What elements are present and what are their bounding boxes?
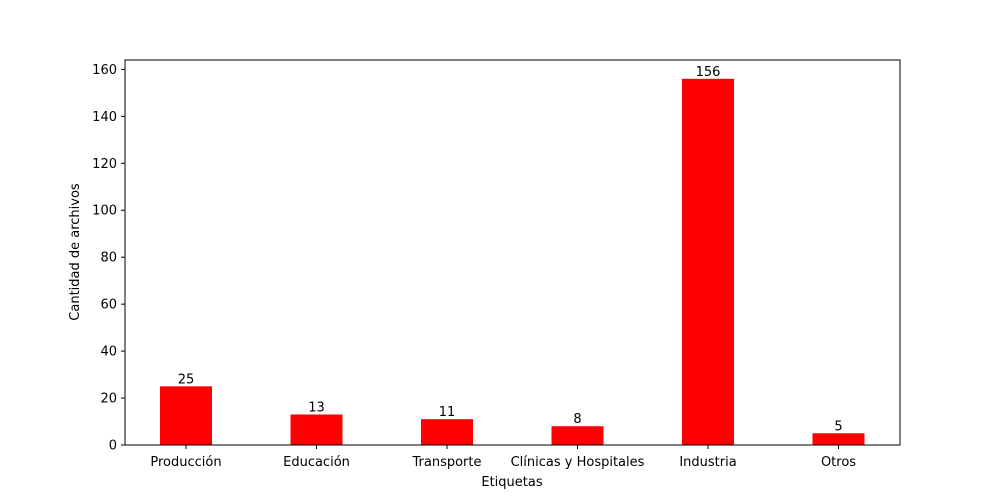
y-tick-label-2: 40 bbox=[100, 345, 117, 360]
y-tick-label-6: 120 bbox=[92, 157, 117, 172]
bar-value-label-2: 11 bbox=[439, 405, 456, 420]
x-tick-label-1: Educación bbox=[283, 455, 350, 470]
x-tick-label-0: Producción bbox=[150, 455, 221, 470]
bars-group bbox=[160, 78, 865, 445]
y-tick-label-0: 0 bbox=[109, 439, 117, 454]
bar-value-label-4: 156 bbox=[696, 65, 721, 80]
x-tick-label-5: Otros bbox=[821, 455, 856, 470]
y-tick-label-5: 100 bbox=[92, 204, 117, 219]
plot-frame bbox=[124, 59, 901, 446]
x-tick-label-2: Transporte bbox=[412, 455, 482, 470]
y-axis-label: Cantidad de archivos bbox=[68, 183, 83, 321]
bar-1 bbox=[290, 414, 343, 445]
y-axis: 0 20 40 60 80 100 120 140 160 bbox=[92, 63, 125, 454]
x-tick-label-3: Clínicas y Hospitales bbox=[511, 455, 645, 470]
x-axis: Producción Educación Transporte Clínicas y … bbox=[150, 445, 856, 470]
y-tick-label-4: 80 bbox=[100, 251, 117, 266]
bar-value-label-1: 13 bbox=[308, 400, 325, 415]
bar-0 bbox=[160, 386, 212, 445]
y-tick-label-3: 60 bbox=[100, 298, 117, 313]
x-tick-label-4: Industria bbox=[679, 455, 736, 470]
x-axis-label: Etiquetas bbox=[481, 475, 542, 490]
bar-value-label-5: 5 bbox=[834, 419, 842, 434]
y-tick-label-7: 140 bbox=[92, 110, 117, 125]
bar-value-label-3: 8 bbox=[573, 412, 581, 427]
bar-5 bbox=[812, 433, 865, 445]
bar-value-label-0: 25 bbox=[178, 372, 195, 387]
bar-2 bbox=[421, 419, 473, 445]
y-tick-label-1: 20 bbox=[100, 392, 117, 407]
y-tick-label-8: 160 bbox=[92, 63, 117, 78]
bar-value-labels: 25 13 11 8 156 5 bbox=[178, 65, 843, 434]
bar-3 bbox=[551, 426, 604, 445]
bar-4 bbox=[682, 78, 734, 445]
